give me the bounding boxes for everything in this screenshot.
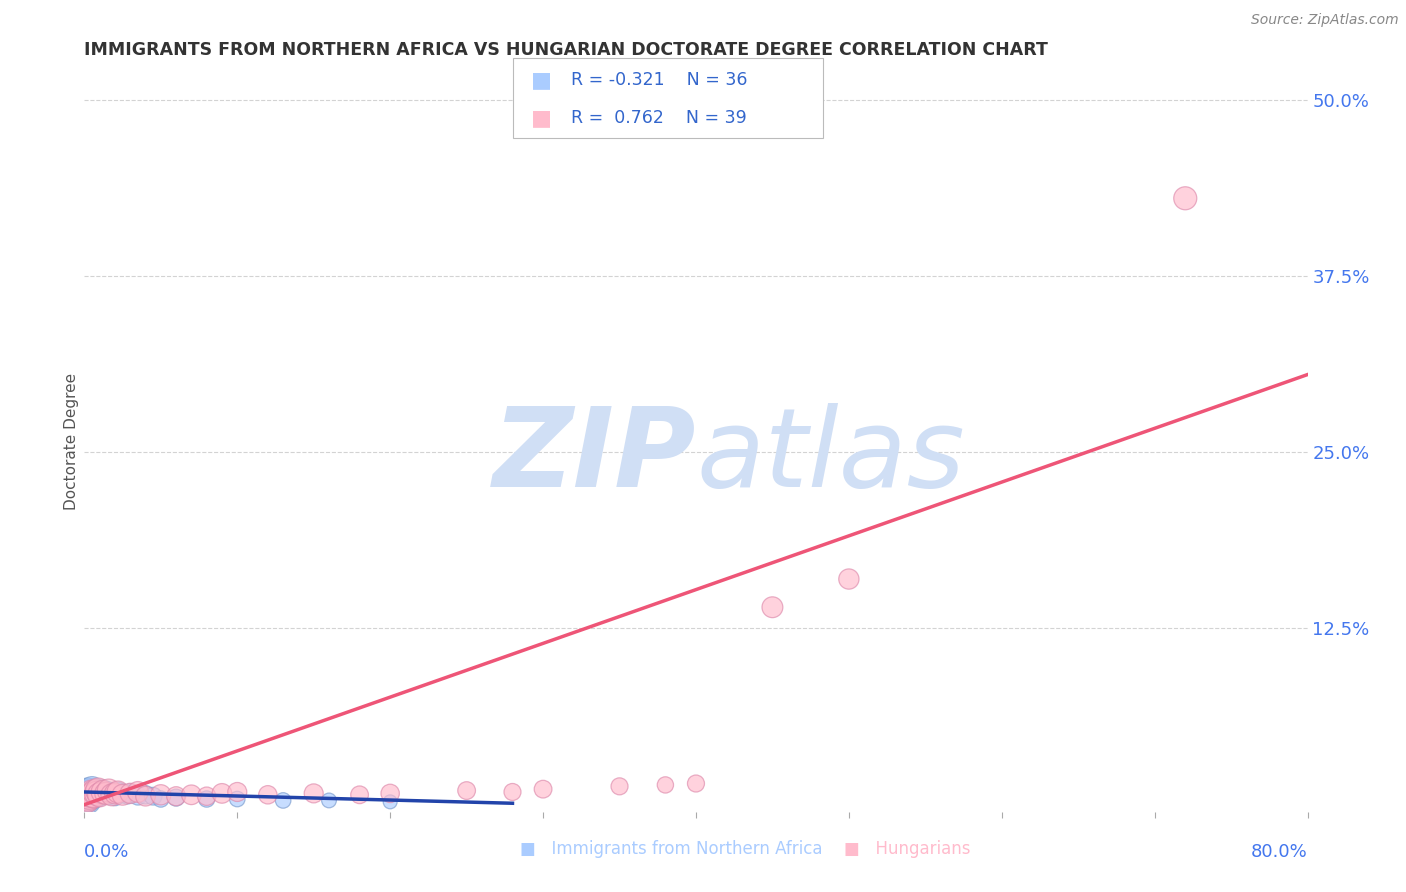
- Point: [302, 786, 325, 800]
- Text: ■: ■: [531, 70, 553, 90]
- Point: [90, 788, 112, 802]
- Point: [107, 785, 129, 799]
- Point: [79, 788, 101, 802]
- Point: [1174, 191, 1197, 205]
- Point: [91, 783, 114, 797]
- Point: [111, 786, 134, 800]
- Text: ■   Hungarians: ■ Hungarians: [844, 840, 970, 858]
- Point: [165, 790, 187, 805]
- Point: [83, 788, 105, 802]
- Point: [104, 789, 127, 804]
- Point: [135, 788, 157, 802]
- Point: [838, 572, 860, 586]
- Point: [83, 788, 105, 802]
- Point: [86, 786, 108, 800]
- Point: [79, 790, 101, 805]
- Point: [127, 789, 149, 804]
- Point: [97, 783, 120, 797]
- Point: [165, 789, 187, 804]
- Text: R = -0.321    N = 36: R = -0.321 N = 36: [571, 71, 748, 89]
- Point: [609, 780, 631, 794]
- Point: [77, 786, 100, 800]
- Text: ZIP: ZIP: [492, 403, 696, 510]
- Text: Source: ZipAtlas.com: Source: ZipAtlas.com: [1251, 13, 1399, 28]
- Point: [111, 788, 134, 802]
- Point: [127, 785, 149, 799]
- Text: R =  0.762    N = 39: R = 0.762 N = 39: [571, 109, 747, 128]
- Text: ■: ■: [531, 108, 553, 128]
- Text: IMMIGRANTS FROM NORTHERN AFRICA VS HUNGARIAN DOCTORATE DEGREE CORRELATION CHART: IMMIGRANTS FROM NORTHERN AFRICA VS HUNGA…: [84, 41, 1049, 59]
- Point: [86, 789, 108, 804]
- Point: [89, 788, 111, 802]
- Point: [107, 785, 129, 799]
- Point: [80, 782, 103, 797]
- Text: 80.0%: 80.0%: [1251, 843, 1308, 861]
- Text: 0.0%: 0.0%: [84, 843, 129, 861]
- Point: [101, 786, 124, 800]
- Point: [456, 783, 478, 797]
- Text: ■   Immigrants from Northern Africa: ■ Immigrants from Northern Africa: [520, 840, 823, 858]
- Point: [76, 790, 98, 805]
- Point: [257, 788, 280, 802]
- Point: [97, 788, 120, 802]
- Point: [89, 785, 111, 799]
- Point: [685, 776, 707, 790]
- Point: [120, 786, 142, 800]
- Point: [80, 785, 103, 799]
- Point: [76, 785, 98, 799]
- Point: [77, 789, 100, 804]
- Point: [502, 785, 524, 799]
- Point: [93, 786, 115, 800]
- Point: [149, 788, 172, 802]
- Point: [87, 783, 110, 797]
- Point: [226, 785, 249, 799]
- Point: [761, 600, 783, 615]
- Point: [380, 795, 402, 809]
- Point: [211, 786, 233, 800]
- Point: [84, 785, 107, 799]
- Point: [226, 792, 249, 806]
- Point: [271, 793, 294, 807]
- Point: [135, 789, 157, 804]
- Point: [75, 788, 97, 802]
- Point: [195, 792, 218, 806]
- Point: [75, 792, 97, 806]
- Point: [380, 786, 402, 800]
- Point: [79, 788, 101, 802]
- Point: [75, 792, 97, 806]
- Point: [84, 785, 107, 799]
- Point: [654, 778, 676, 792]
- Point: [80, 786, 103, 800]
- Point: [76, 790, 98, 805]
- Text: atlas: atlas: [696, 403, 965, 510]
- Point: [94, 786, 117, 800]
- Point: [195, 789, 218, 804]
- Point: [531, 782, 554, 797]
- Point: [115, 788, 138, 802]
- Point: [149, 792, 172, 806]
- Point: [91, 785, 114, 799]
- Point: [142, 789, 165, 804]
- Point: [104, 786, 127, 800]
- Point: [96, 785, 118, 799]
- Y-axis label: Doctorate Degree: Doctorate Degree: [63, 373, 79, 510]
- Point: [101, 788, 124, 802]
- Point: [180, 788, 202, 802]
- Point: [87, 786, 110, 800]
- Point: [349, 788, 371, 802]
- Point: [318, 793, 340, 807]
- Point: [120, 786, 142, 800]
- Point: [77, 789, 100, 804]
